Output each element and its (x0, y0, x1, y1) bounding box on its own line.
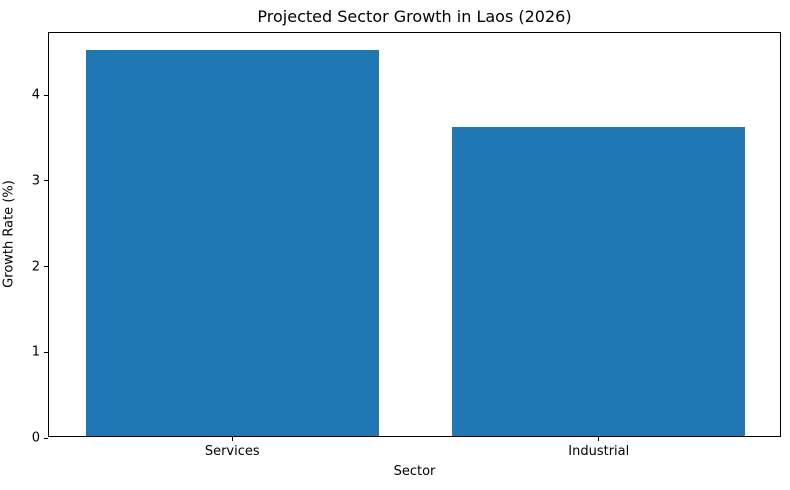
y-tick-mark (44, 266, 48, 268)
plot-area: 0 1 2 3 4 Services Industrial (32, 32, 781, 458)
y-tick-label: 4 (31, 87, 40, 103)
y-tick-label: 2 (31, 259, 40, 275)
y-tick-label: 1 (31, 344, 40, 360)
y-tick-mark (44, 180, 48, 182)
x-tick-label-industrial: Industrial (568, 444, 630, 459)
y-tick-mark (44, 94, 48, 96)
y-tick-mark (44, 351, 48, 353)
x-tick-mark (598, 437, 600, 441)
bar-industrial (452, 127, 746, 436)
chart-title: Projected Sector Growth in Laos (2026) (257, 7, 572, 26)
x-tick-label-services: Services (204, 444, 260, 459)
y-axis-label: Growth Rate (%) (1, 180, 17, 288)
y-tick-mark (44, 437, 48, 439)
y-tick-label: 3 (31, 173, 40, 189)
x-tick-mark (231, 437, 233, 441)
y-tick-label: 0 (31, 430, 40, 446)
bar-services (85, 50, 379, 436)
x-axis-label: Sector (393, 464, 436, 479)
